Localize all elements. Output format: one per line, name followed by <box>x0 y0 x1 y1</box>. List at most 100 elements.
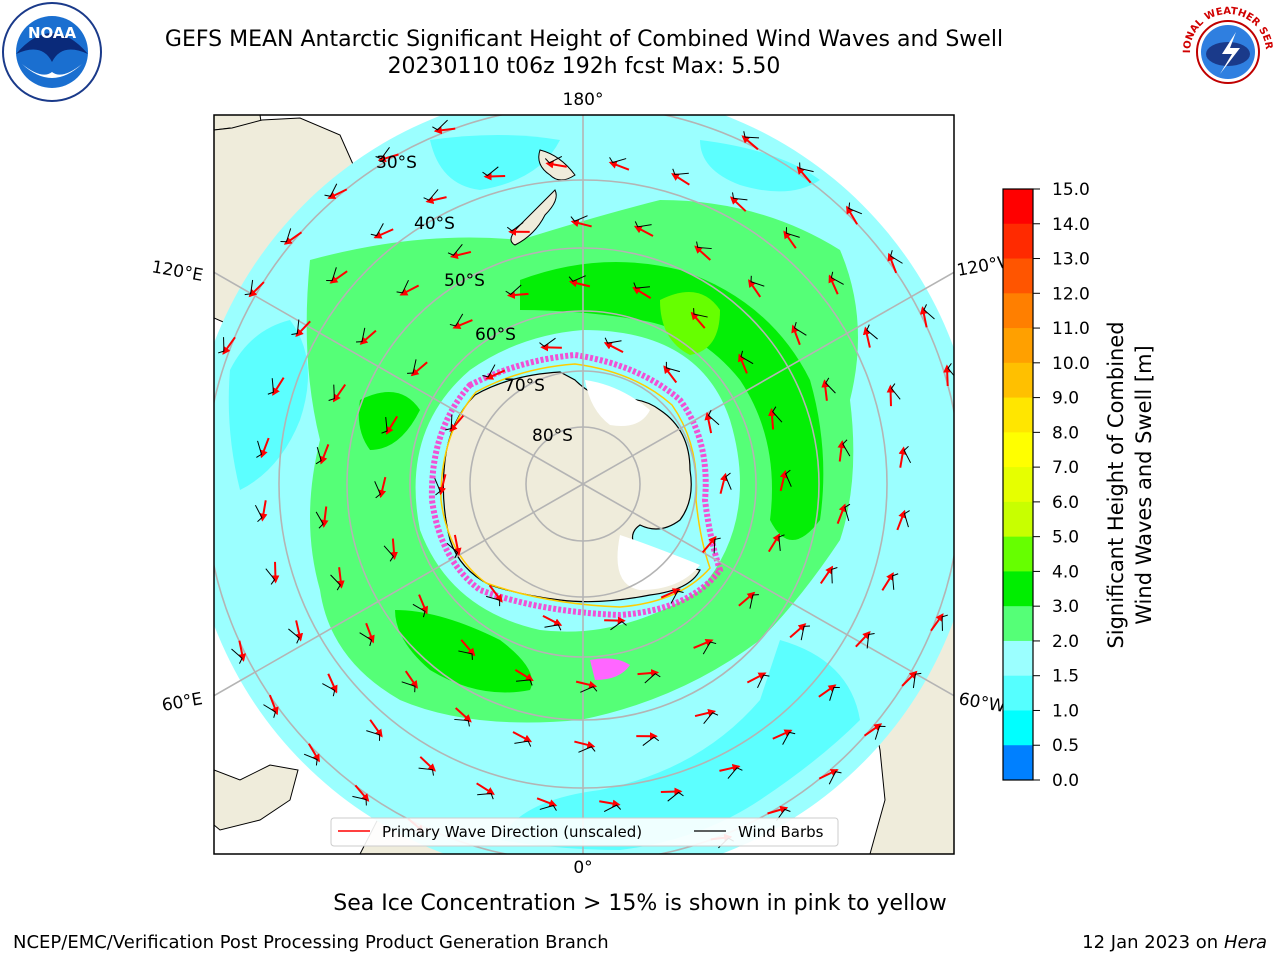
colorbar-swatch <box>1003 710 1033 746</box>
wave-direction-arrow <box>818 769 839 780</box>
wave-band-5-6m <box>660 292 720 355</box>
wind-barb <box>772 406 783 423</box>
wave-direction-arrow <box>694 245 711 261</box>
lat-label-50s: 50°S <box>444 271 485 291</box>
wind-barb <box>482 364 496 378</box>
wind-barb <box>830 271 844 285</box>
colorbar-tick-label: 1.0 <box>1052 701 1079 721</box>
wave-direction-arrow <box>271 561 280 584</box>
wind-barb <box>831 567 838 584</box>
colorbar-tick-label: 3.0 <box>1052 597 1079 617</box>
wind-barb <box>254 504 263 523</box>
colorbar-tick-label: 4.0 <box>1052 562 1079 582</box>
wave-direction-arrow <box>536 797 558 807</box>
wave-direction-arrow <box>818 684 837 698</box>
wind-barb <box>539 804 557 811</box>
wind-barb <box>749 594 759 609</box>
wave-direction-arrow <box>819 565 834 584</box>
wind-barb <box>231 648 243 664</box>
wind-barb <box>315 447 322 465</box>
wave-height-map: 30°S 40°S 50°S 60°S 70°S 80°S Primary Wa… <box>150 90 1156 878</box>
colorbar-label-line1: Significant Height of Combined <box>1104 321 1128 648</box>
wave-direction-arrow <box>514 668 534 682</box>
wave-direction-arrow <box>385 415 399 435</box>
wind-barb <box>829 686 840 701</box>
wave-direction-arrow <box>881 572 894 591</box>
wind-barb <box>256 440 263 458</box>
wave-direction-arrow <box>748 279 762 298</box>
wind-barb <box>355 327 366 343</box>
wave-direction-arrow <box>694 708 717 718</box>
wind-barb <box>326 267 337 282</box>
wave-direction-arrow <box>272 377 285 396</box>
wind-barb <box>828 771 842 785</box>
wave-direction-arrow <box>354 784 370 802</box>
wave-direction-arrow <box>488 584 503 603</box>
wind-barb <box>866 633 875 649</box>
colorbar-tick-label: 15.0 <box>1052 180 1090 200</box>
colorbar-tick-label: 13.0 <box>1052 250 1090 270</box>
wave-direction-arrow <box>222 336 236 355</box>
primary-wave-arrows <box>218 119 954 849</box>
wave-direction-arrow <box>943 364 952 387</box>
wave-direction-arrow <box>410 361 428 377</box>
wind-barb <box>516 679 533 686</box>
wave-direction-arrow <box>632 286 652 300</box>
map-subtitle: 20230110 t06z 192h fcst Max: 5.50 <box>387 54 781 79</box>
wind-barb <box>800 625 811 641</box>
wave-direction-arrow <box>327 673 338 694</box>
wave-direction-arrow <box>476 782 495 795</box>
wave-direction-arrow <box>821 379 830 401</box>
wave-direction-arrow <box>419 756 436 772</box>
wave-direction-arrow <box>898 446 907 468</box>
wave-direction-arrow <box>329 270 348 284</box>
sea-ice-edge <box>428 351 724 619</box>
wave-direction-arrow <box>425 196 447 205</box>
wind-barb <box>670 590 684 604</box>
wave-direction-arrow <box>365 622 375 644</box>
wind-barb <box>672 168 689 175</box>
wind-barb <box>727 767 743 779</box>
colorbar-swatch <box>1003 362 1033 399</box>
wind-barb <box>454 718 470 727</box>
wave-direction-arrow <box>399 284 420 296</box>
wave-direction-arrow <box>389 538 398 561</box>
wave-direction-arrow <box>336 567 345 589</box>
wave-direction-arrow <box>671 173 690 186</box>
lat-label-60s: 60°S <box>475 325 516 345</box>
wave-direction-arrow <box>896 509 906 531</box>
wind-barb <box>785 469 792 487</box>
wave-direction-arrow <box>570 219 592 228</box>
lon-label-60w: 60°W <box>957 689 1007 717</box>
wave-direction-arrow <box>377 153 399 163</box>
footer-machine: Hera <box>1223 932 1267 953</box>
wind-barb <box>401 681 416 693</box>
sea-ice-caption: Sea Ice Concentration > 15% is shown in … <box>333 891 947 916</box>
wind-barb <box>506 222 524 232</box>
wind-barb <box>778 534 785 551</box>
wind-barb <box>757 674 770 689</box>
wind-barb <box>267 378 274 395</box>
lat-label-80s: 80°S <box>532 426 573 446</box>
wind-barb <box>610 620 627 631</box>
wave-direction-arrow <box>404 670 418 689</box>
wind-barb <box>544 155 563 164</box>
wave-direction-arrow <box>719 472 728 494</box>
wind-barb <box>514 740 532 747</box>
wave-direction-arrow <box>575 680 598 689</box>
wave-direction-arrow <box>604 616 626 625</box>
wind-barb <box>785 227 800 238</box>
wind-barb <box>633 282 650 289</box>
wind-barb <box>324 183 338 197</box>
colorbar-tick-label: 6.0 <box>1052 493 1079 513</box>
wave-direction-arrow <box>930 613 944 632</box>
wind-barb <box>782 731 796 745</box>
wind-barb <box>263 704 276 718</box>
wave-direction-arrow <box>260 437 270 459</box>
wind-barb <box>544 624 562 631</box>
wind-barb <box>477 793 494 800</box>
wind-barb <box>844 503 851 521</box>
wave-direction-arrow <box>540 343 562 352</box>
wind-barb <box>570 215 588 222</box>
colorbar-swatch <box>1003 675 1033 711</box>
